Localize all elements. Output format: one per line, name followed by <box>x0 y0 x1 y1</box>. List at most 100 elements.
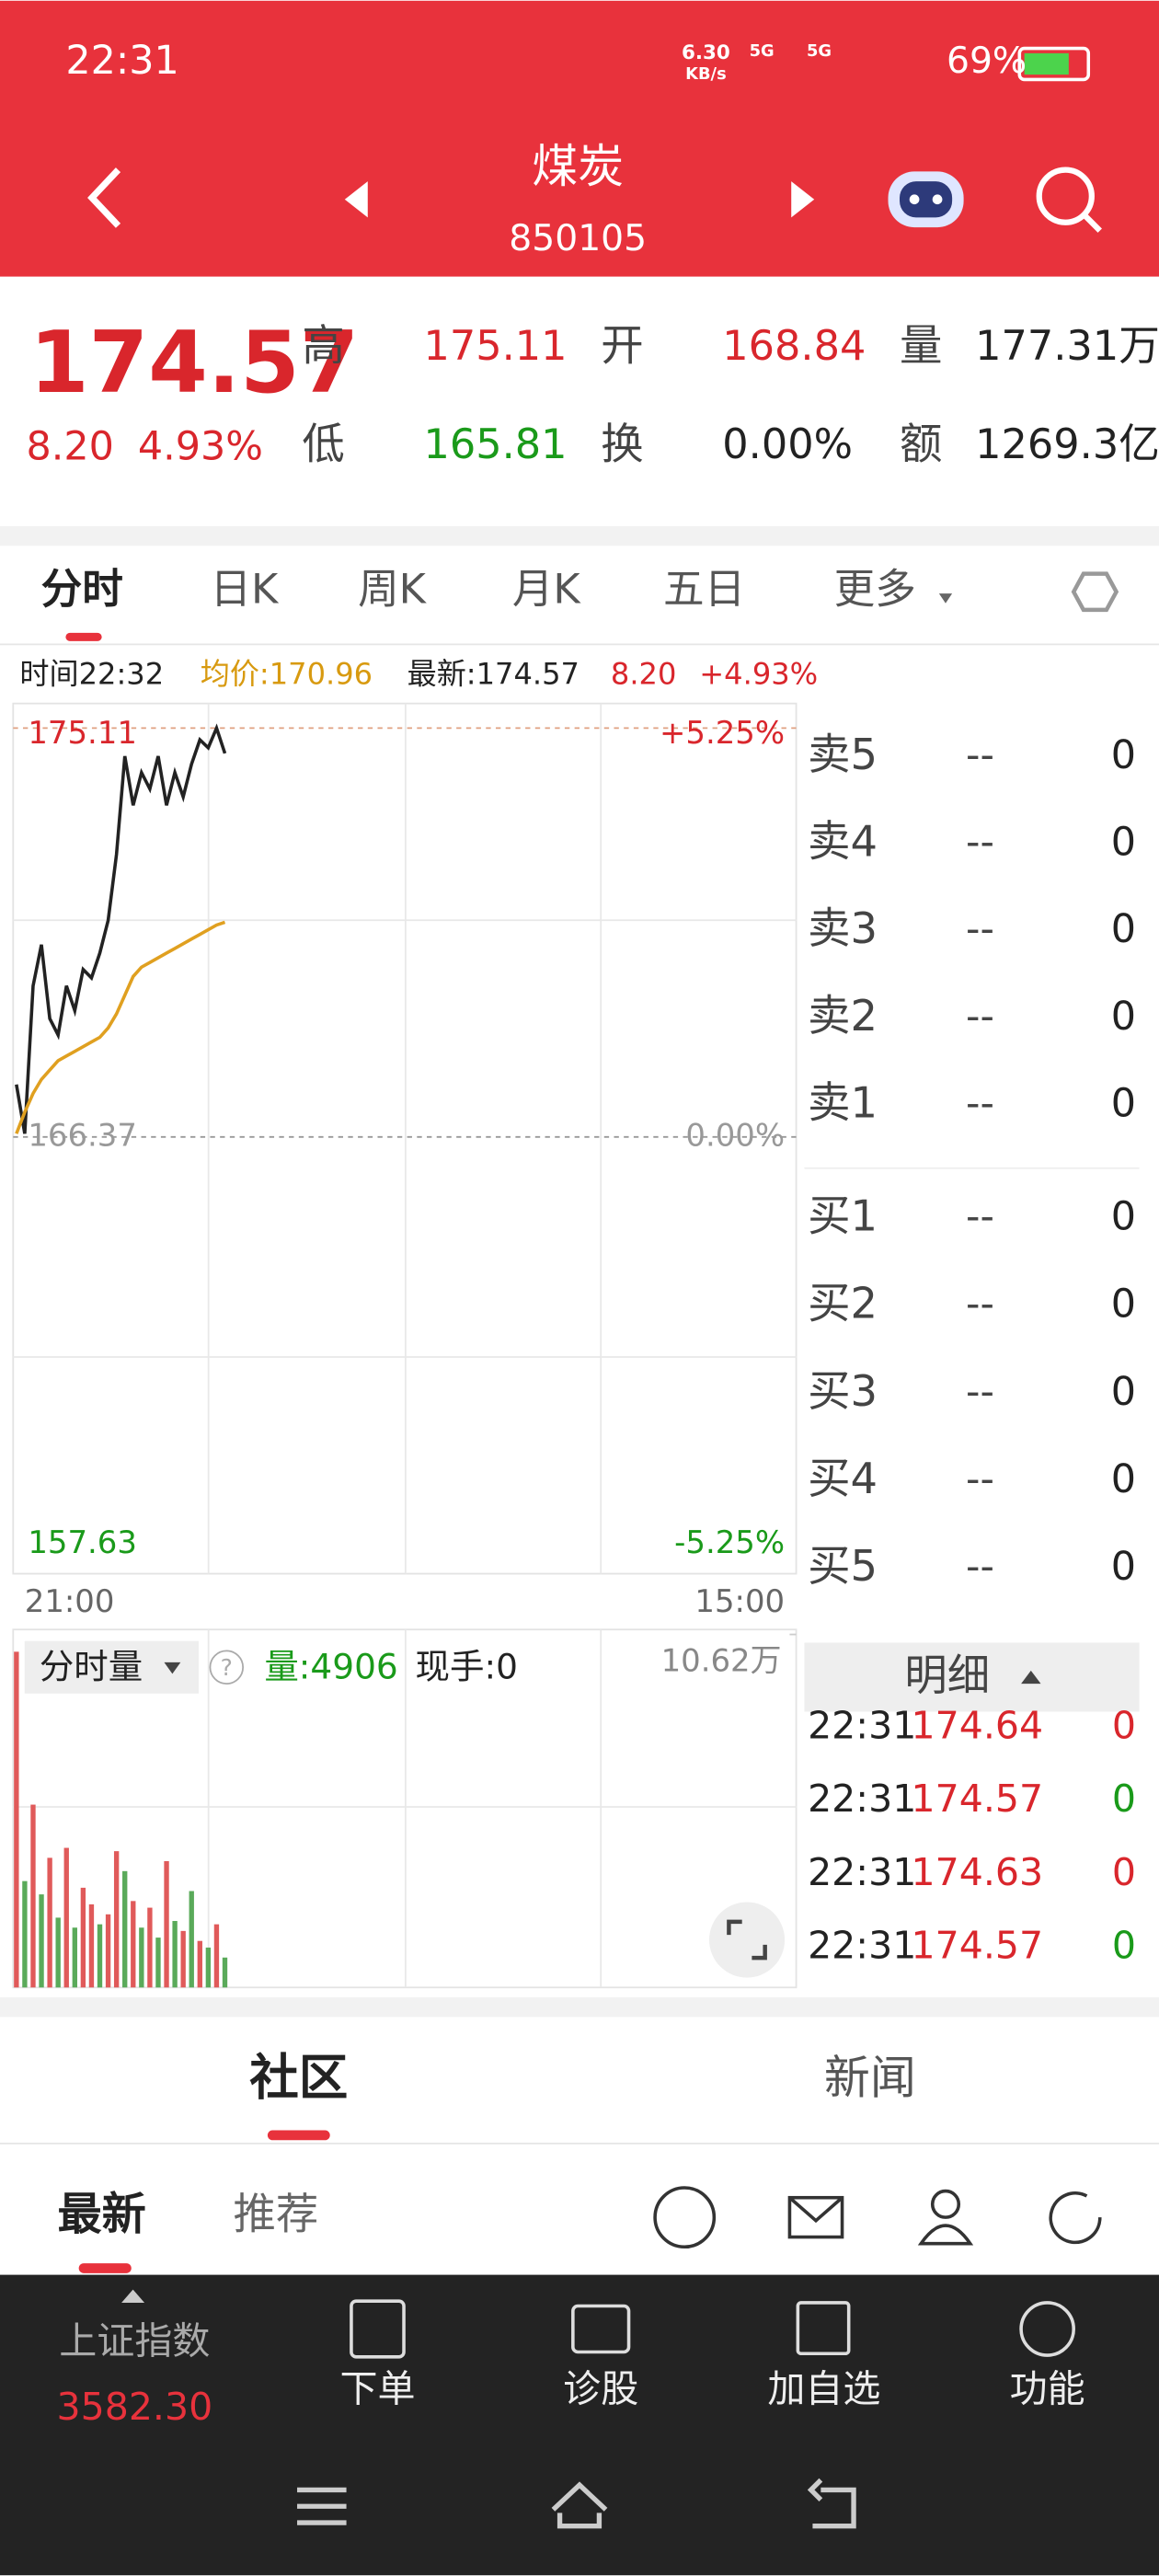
order-label: 卖3 <box>808 903 878 953</box>
detail-volume: 0 <box>1112 1850 1136 1894</box>
y-tick-label: 10.62万 <box>661 1642 782 1678</box>
nav-bar <box>297 2478 856 2529</box>
order-volume: 0 <box>1111 1456 1136 1502</box>
volume-bar <box>155 1938 161 1988</box>
order-price: -- <box>966 1080 994 1126</box>
change: 8.20 <box>27 424 114 470</box>
action-button[interactable]: 下单 <box>339 2366 415 2410</box>
order-price: -- <box>966 994 994 1040</box>
info-avg: 均价:170.96 <box>201 656 373 691</box>
mail-icon[interactable] <box>787 2195 844 2239</box>
tab[interactable]: 月K <box>512 565 582 613</box>
details-header-bg[interactable] <box>804 1642 1140 1712</box>
y-tick-label: 175.11 <box>28 715 137 751</box>
menu-button[interactable] <box>297 2487 347 2525</box>
settings-icon[interactable] <box>1071 571 1119 613</box>
volume-bar <box>139 1927 144 1988</box>
battery-level <box>1024 52 1069 75</box>
volume-bar <box>14 1651 19 1988</box>
volume-bar <box>131 1901 136 1988</box>
volume-bar <box>222 1957 228 1988</box>
community-tab[interactable]: 新闻 <box>824 2052 916 2105</box>
volume-bar <box>113 1851 120 1988</box>
stat-value: 0.00% <box>722 420 853 468</box>
stat-label: 开 <box>601 321 643 371</box>
details-title: 明细 <box>904 1650 990 1700</box>
detail-time: 22:31 <box>808 1924 916 1968</box>
tab[interactable]: 更多 <box>834 565 916 613</box>
tab[interactable]: 日K <box>210 565 280 613</box>
back-button[interactable] <box>87 167 121 228</box>
separator <box>0 1996 1159 2018</box>
action-button[interactable]: 功能 <box>1010 2366 1085 2410</box>
price: 174.57 <box>29 313 359 412</box>
code: 850105 <box>509 218 647 259</box>
info-change: 8.20 <box>611 656 676 691</box>
more-arrow <box>938 593 953 604</box>
tab[interactable]: 五日 <box>663 565 745 613</box>
tab[interactable]: 分时 <box>41 565 123 613</box>
order-volume: 0 <box>1111 906 1136 952</box>
stat-label: 换 <box>601 420 643 469</box>
clock: 22:31 <box>65 38 178 84</box>
detail-volume: 0 <box>1112 1924 1136 1968</box>
volume-bar <box>180 1930 186 1988</box>
volume-bar <box>30 1804 36 1988</box>
volume-bar <box>205 1947 212 1988</box>
volume-bar <box>164 1860 169 1988</box>
volume-bar <box>63 1847 69 1988</box>
action-button[interactable]: 诊股 <box>563 2366 638 2410</box>
info-time: 时间22:32 <box>19 656 164 691</box>
robot-icon[interactable] <box>888 171 964 228</box>
battery-icon <box>1017 46 1091 82</box>
expand-arrow[interactable] <box>121 2289 145 2303</box>
sub-tab-indicator <box>78 2263 132 2273</box>
order-volume: 0 <box>1111 1369 1136 1415</box>
volume-bar <box>97 1924 103 1988</box>
volume-bar <box>197 1940 202 1988</box>
topic-icon[interactable] <box>653 2186 717 2249</box>
volume-selector: 分时量 <box>40 1647 143 1687</box>
fullscreen-icon <box>727 1919 767 1961</box>
order-label: 买5 <box>808 1541 878 1591</box>
refresh-icon[interactable] <box>1049 2191 1102 2245</box>
order-label: 买2 <box>808 1279 878 1328</box>
community-tab[interactable]: 社区 <box>249 2049 348 2107</box>
prev-button[interactable] <box>344 181 368 218</box>
user-icon[interactable] <box>930 2189 961 2219</box>
info-change-pct: +4.93% <box>699 656 818 691</box>
tab[interactable]: 周K <box>358 565 428 613</box>
tab-indicator <box>65 632 102 641</box>
order-volume: 0 <box>1111 732 1136 778</box>
battery: 69% <box>947 40 1027 82</box>
sub-tab[interactable]: 最新 <box>57 2189 145 2240</box>
action-button[interactable]: 加自选 <box>767 2366 880 2410</box>
net-speed: 6.30 <box>682 41 730 64</box>
index-value: 3582.30 <box>57 2385 213 2429</box>
order-volume: 0 <box>1111 1544 1136 1590</box>
volume-bar <box>55 1917 61 1988</box>
stat-label: 额 <box>900 420 942 469</box>
volume-bar <box>47 1857 52 1988</box>
order-label: 卖5 <box>808 730 878 779</box>
details-arrow <box>1021 1670 1041 1685</box>
order-label: 买3 <box>808 1366 878 1416</box>
detail-volume: 0 <box>1112 1703 1136 1747</box>
order-price: -- <box>966 820 994 866</box>
help-text: ? <box>221 1654 233 1681</box>
y-tick-label: 157.63 <box>28 1524 137 1560</box>
volume-bar <box>105 1914 111 1988</box>
right-label: -5.25% <box>674 1524 785 1560</box>
stat-label: 量 <box>900 321 942 371</box>
help-icon <box>209 1650 245 1685</box>
fullscreen-button[interactable] <box>708 1902 786 1978</box>
search-icon[interactable] <box>1036 167 1102 233</box>
return-button[interactable] <box>807 2478 856 2529</box>
stat-label: 低 <box>302 420 344 469</box>
order-price: -- <box>966 906 994 952</box>
next-button[interactable] <box>791 181 815 218</box>
sub-tab[interactable]: 推荐 <box>233 2190 318 2239</box>
home-button[interactable] <box>551 2481 608 2529</box>
right-label: 0.00% <box>685 1117 785 1153</box>
